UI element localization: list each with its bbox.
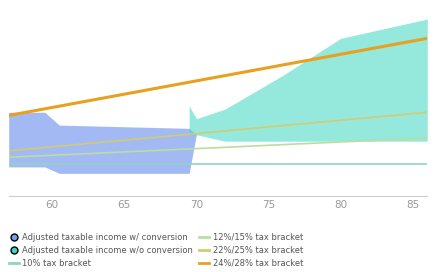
Legend: Adjusted taxable income w/ conversion, Adjusted taxable income w/o conversion, 1: Adjusted taxable income w/ conversion, A… bbox=[9, 233, 303, 268]
